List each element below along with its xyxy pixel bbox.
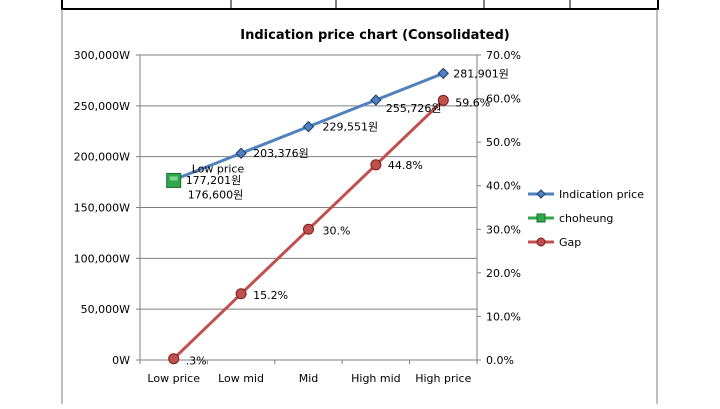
right-tick-label: 70.0% [486, 49, 521, 62]
series-markers [166, 67, 450, 365]
data-label: 44.8% [388, 159, 423, 172]
x-tick-label: Low mid [218, 372, 264, 385]
data-label: 255,726원 [386, 102, 442, 115]
data-labels: 203,376원 229,551원 255,726원 281,901원 176,600원… [186, 67, 509, 367]
table-strip-border [61, 0, 659, 10]
data-label: 30.% [323, 224, 351, 237]
right-tick-label: 30.0% [486, 223, 521, 236]
right-tick-label: 10.0% [486, 310, 521, 323]
circle-marker [235, 288, 247, 300]
gridlines [140, 105, 477, 310]
data-label: .3% [186, 355, 207, 368]
x-tick-label: High price [415, 372, 471, 385]
square-marker-highlight [169, 176, 178, 181]
right-tick-label: 0.0% [486, 354, 514, 367]
circle-marker [168, 353, 180, 365]
diamond-marker [235, 147, 247, 159]
top-table-strip [61, 0, 659, 10]
legend-label: choheung [559, 212, 613, 225]
data-label: 177,201원 [186, 174, 242, 187]
x-tick-label: Low price [147, 372, 200, 385]
annotation-label: Low price [192, 162, 245, 175]
diamond-marker [302, 120, 315, 133]
right-tick-label: 20.0% [486, 267, 521, 280]
right-tick-label: 40.0% [486, 180, 521, 193]
left-tick-label: 200,000W [74, 151, 130, 164]
legend-circle-marker [536, 237, 546, 247]
circle-marker [370, 159, 382, 171]
diamond-marker [370, 94, 382, 106]
left-tick-label: 50,000W [81, 303, 130, 316]
legend-label: Gap [559, 236, 581, 249]
legend-square-marker [536, 213, 546, 223]
left-tick-label: 250,000W [74, 100, 130, 113]
data-label: 59.6% [455, 96, 490, 109]
data-label: 229,551원 [323, 121, 379, 134]
right-tick-label: 50.0% [486, 136, 521, 149]
right-axis-ticks: 0.0% 10.0% 20.0% 30.0% 40.0% 50.0% 60.0% 70.0% [477, 49, 521, 367]
chart-title: Indication price chart (Consolidated) [240, 28, 509, 43]
data-label: 176,600원 [188, 188, 244, 201]
x-axis-ticks: Low price Low mid Mid High mid High price [139, 360, 478, 385]
x-tick-label: Mid [299, 372, 319, 385]
diamond-marker [437, 67, 450, 80]
data-label: 281,901원 [453, 67, 509, 80]
left-tick-label: 150,000W [74, 202, 130, 215]
left-tick-label: 100,000W [74, 252, 130, 265]
left-axis-ticks: 0W 50,000W 100,000W 150,000W 200,000W 250,000… [74, 49, 140, 367]
circle-marker [437, 94, 449, 106]
circle-marker [303, 223, 314, 235]
legend-label: Indication price [559, 188, 644, 201]
series-lines [172, 72, 445, 360]
left-tick-label: 0W [112, 354, 130, 367]
legend: Indication price choheung Gap [528, 188, 644, 249]
left-tick-label: 300,000W [74, 49, 130, 62]
right-tick-label: 60.0% [486, 93, 521, 106]
data-label: 15.2% [253, 289, 288, 302]
x-tick-label: High mid [351, 372, 401, 385]
legend-diamond-marker [536, 189, 546, 199]
data-label: 203,376원 [253, 147, 309, 160]
